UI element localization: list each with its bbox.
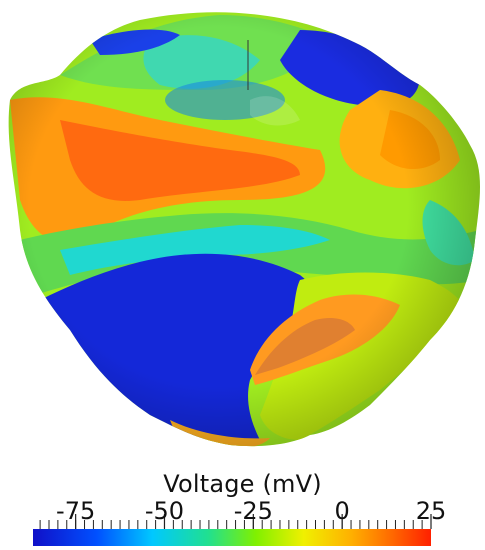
colorbar (33, 529, 431, 546)
colorbar-tick-label: 25 (415, 497, 447, 525)
colorbar-major-ticks (75, 514, 432, 529)
heart-surface (8, 12, 480, 447)
colorbar-tick-label: -25 (233, 497, 273, 525)
colorbar-title: Voltage (mV) (163, 470, 322, 498)
colorbar-tick-label: -50 (144, 497, 185, 525)
colorbar-tick-label: -75 (56, 497, 96, 525)
colorbar-tick-label: 0 (334, 497, 350, 525)
